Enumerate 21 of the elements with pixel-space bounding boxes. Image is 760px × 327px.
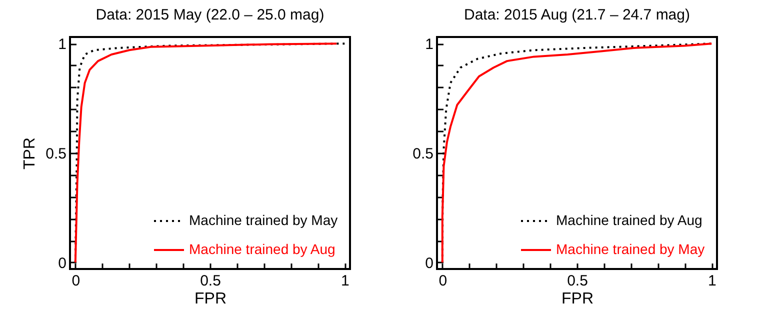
legend-label: Machine trained by May: [189, 212, 338, 228]
y-tick-label: 0.5: [412, 146, 434, 162]
x-axis-title: FPR: [194, 290, 226, 308]
y-axis-title: TPR: [22, 138, 39, 170]
chart-title: Data: 2015 Aug (21.7 – 24.7 mag): [464, 6, 690, 24]
legend-label: Machine trained by Aug: [189, 241, 336, 257]
y-tick-label: 0: [425, 254, 434, 272]
chart-title: Data: 2015 May (22.0 – 25.0 mag): [96, 6, 324, 24]
y-tick-label: 0.5: [46, 146, 66, 162]
x-tick-label: 0.5: [567, 272, 588, 290]
legend-label: Machine trained by Aug: [556, 212, 702, 228]
x-tick-label: 0: [72, 272, 80, 290]
legend-label: Machine trained by May: [556, 241, 705, 257]
y-tick-label: 1: [425, 36, 434, 54]
y-tick-label: 1: [58, 36, 66, 54]
x-axis-title: FPR: [562, 290, 594, 308]
x-tick-label: 1: [340, 272, 350, 290]
y-tick-label: 0: [58, 254, 66, 272]
x-tick-label: 1: [708, 272, 716, 290]
x-tick-label: 0.5: [200, 272, 221, 290]
x-tick-label: 0: [438, 272, 448, 290]
